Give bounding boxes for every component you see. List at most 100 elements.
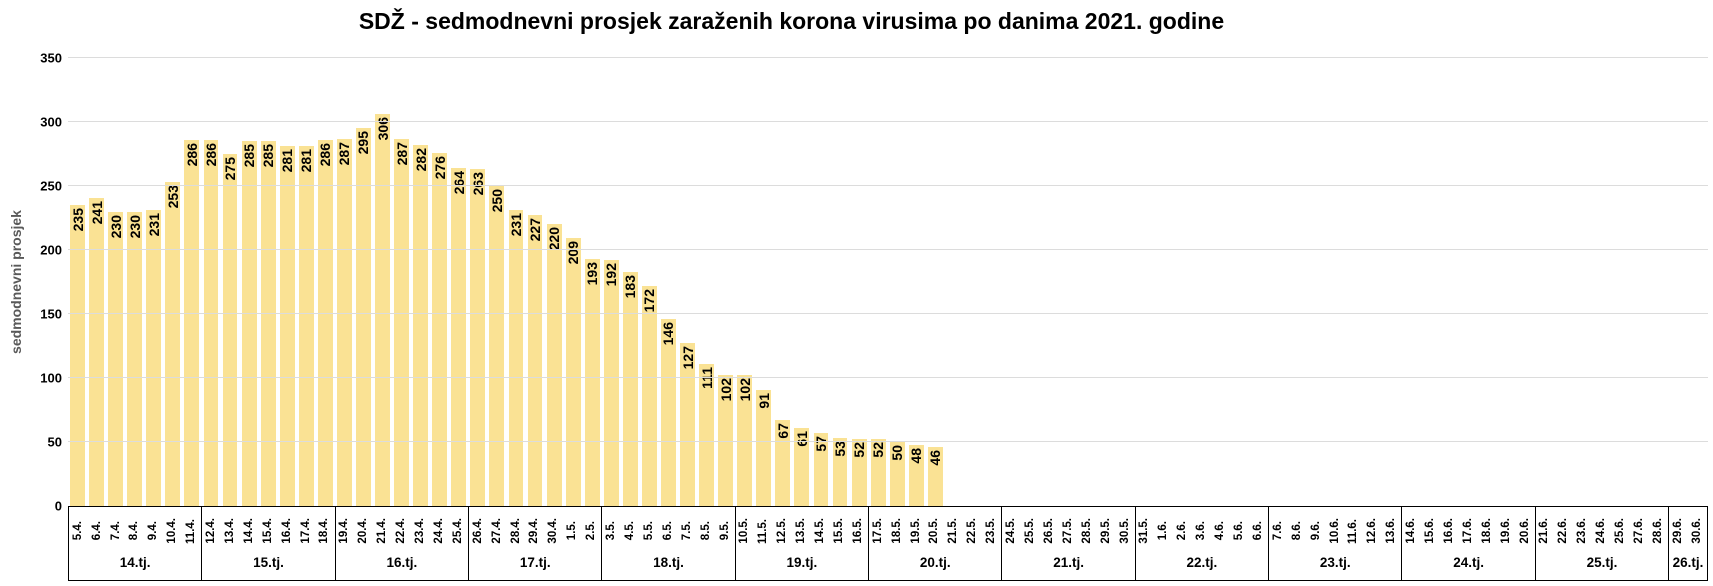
dates-row: 29.6. 30.6. <box>1669 507 1707 555</box>
date-tick-label: 12.6. <box>1366 518 1379 544</box>
date-slot: 28.5. <box>1078 507 1097 555</box>
bar-slot-28.6. <box>1650 58 1669 506</box>
date-tick-label: 19.4. <box>338 518 351 544</box>
bar-slot-11.5.: 91 <box>754 58 773 506</box>
bar-8.5.: 111 <box>699 363 715 506</box>
date-slot: 18.6. <box>1478 507 1497 555</box>
bar-slot-29.6. <box>1669 58 1688 506</box>
date-slot: 11.5. <box>755 507 774 555</box>
bar-2.5.: 193 <box>584 258 600 506</box>
date-slot: 2.6. <box>1174 507 1193 555</box>
date-tick-label: 6.5. <box>661 521 674 541</box>
bar-slot-17.6. <box>1460 58 1479 506</box>
bar-26.4.: 263 <box>470 169 486 506</box>
date-slot: 10.5. <box>736 507 755 555</box>
bar-slot-22.5. <box>964 58 983 506</box>
bar-value-label: 286 <box>183 142 200 167</box>
bar-slot-27.4.: 250 <box>487 58 506 506</box>
dates-row: 31.5. 1.6. 2.6. 3.6. 4.6. 5.6. 6.6. <box>1136 507 1268 555</box>
date-tick-label: 28.4. <box>509 518 522 544</box>
bar-20.4.: 295 <box>355 128 371 506</box>
bar-slot-24.5. <box>1002 58 1021 506</box>
bar-slot-13.4.: 275 <box>221 58 240 506</box>
week-group-15tj: 12.4. 13.4. 14.4. 15.4. 16.4. 17.4. 18.4. 15.tj… <box>201 507 334 580</box>
date-tick-label: 20.5. <box>928 518 941 544</box>
week-group-19tj: 10.5. 11.5. 12.5. 13.5. 14.5. 15.5. 16.5. 19.tj… <box>734 507 868 580</box>
date-tick-label: 14.4. <box>242 518 255 544</box>
bar-value-label: 57 <box>812 436 829 452</box>
date-slot: 4.6. <box>1211 507 1230 555</box>
date-slot: 18.4. <box>316 507 335 555</box>
week-group-26tj: 29.6. 30.6. 26.tj. <box>1668 507 1707 580</box>
bar-value-label: 52 <box>870 442 887 459</box>
bar-18.5.: 50 <box>889 442 905 506</box>
bar-slot-12.4.: 286 <box>201 58 220 506</box>
date-slot: 22.5. <box>964 507 983 555</box>
week-label: 26.tj. <box>1672 555 1704 570</box>
date-slot: 13.4. <box>221 507 240 555</box>
date-slot: 12.6. <box>1364 507 1383 555</box>
bar-23.4.: 282 <box>413 145 429 506</box>
date-tick-label: 22.4. <box>395 518 408 544</box>
bar-slot-20.4.: 295 <box>354 58 373 506</box>
date-slot: 22.4. <box>392 507 411 555</box>
bar-slot-14.5.: 57 <box>811 58 830 506</box>
bar-value-label: 281 <box>279 149 296 173</box>
date-tick-label: 21.5. <box>947 518 960 544</box>
bar-slot-8.5.: 111 <box>697 58 716 506</box>
date-tick-label: 22.6. <box>1557 518 1570 544</box>
bar-slot-18.6. <box>1479 58 1498 506</box>
bar-4.5.: 183 <box>622 271 638 506</box>
date-slot: 30.6. <box>1688 507 1707 555</box>
bar-14.4.: 285 <box>241 141 257 506</box>
date-tick-label: 5.6. <box>1232 521 1245 541</box>
bar-slot-9.5.: 102 <box>716 58 735 506</box>
date-slot: 24.6. <box>1593 507 1612 555</box>
bar-slot-30.4.: 220 <box>545 58 564 506</box>
date-slot: 29.5. <box>1097 507 1116 555</box>
bar-slot-15.6. <box>1421 58 1440 506</box>
date-tick-label: 13.4. <box>223 518 236 544</box>
date-slot: 30.5. <box>1116 507 1135 555</box>
date-slot: 1.6. <box>1155 507 1174 555</box>
date-tick-label: 3.5. <box>605 521 618 541</box>
bar-slot-24.6. <box>1593 58 1612 506</box>
date-slot: 20.5. <box>926 507 945 555</box>
date-slot: 4.5. <box>621 507 640 555</box>
bar-slot-16.6. <box>1441 58 1460 506</box>
bar-28.4.: 231 <box>508 210 524 506</box>
bar-value-label: 67 <box>774 423 791 439</box>
bar-17.4.: 281 <box>298 146 314 506</box>
date-tick-label: 28.5. <box>1080 518 1093 544</box>
date-tick-label: 18.6. <box>1480 518 1493 544</box>
bar-5.5.: 172 <box>641 285 657 506</box>
bar-value-label: 235 <box>69 208 86 232</box>
date-tick-label: 15.5. <box>832 518 845 544</box>
date-tick-label: 26.5. <box>1042 518 1055 544</box>
bar-10.4.: 253 <box>165 182 181 506</box>
date-tick-label: 8.5. <box>699 521 712 541</box>
bar-slot-11.4.: 286 <box>182 58 201 506</box>
date-tick-label: 7.4. <box>109 521 122 541</box>
y-tick-label: 300 <box>40 114 62 130</box>
gridline-y-100 <box>68 377 1708 378</box>
bar-17.5.: 52 <box>870 439 887 506</box>
date-slot: 21.4. <box>374 507 393 555</box>
bar-slot-21.6. <box>1536 58 1555 506</box>
date-tick-label: 31.5. <box>1138 518 1151 544</box>
bar-9.4.: 231 <box>146 210 162 506</box>
date-tick-label: 17.5. <box>871 518 884 544</box>
bar-12.5.: 67 <box>774 420 791 506</box>
gridline-y-350 <box>68 57 1708 58</box>
gridline-y-250 <box>68 185 1708 186</box>
date-tick-label: 29.5. <box>1099 518 1112 544</box>
week-group-20tj: 17.5. 18.5. 19.5. 20.5. 21.5. 22.5. 23.5. 20.tj… <box>868 507 1001 580</box>
date-slot: 28.6. <box>1649 507 1668 555</box>
bar-slot-29.4.: 227 <box>526 58 545 506</box>
week-label: 14.tj. <box>119 555 151 570</box>
date-tick-label: 20.6. <box>1518 518 1531 544</box>
date-slot: 27.5. <box>1059 507 1078 555</box>
date-slot: 18.5. <box>888 507 907 555</box>
bar-slot-23.4.: 282 <box>411 58 430 506</box>
